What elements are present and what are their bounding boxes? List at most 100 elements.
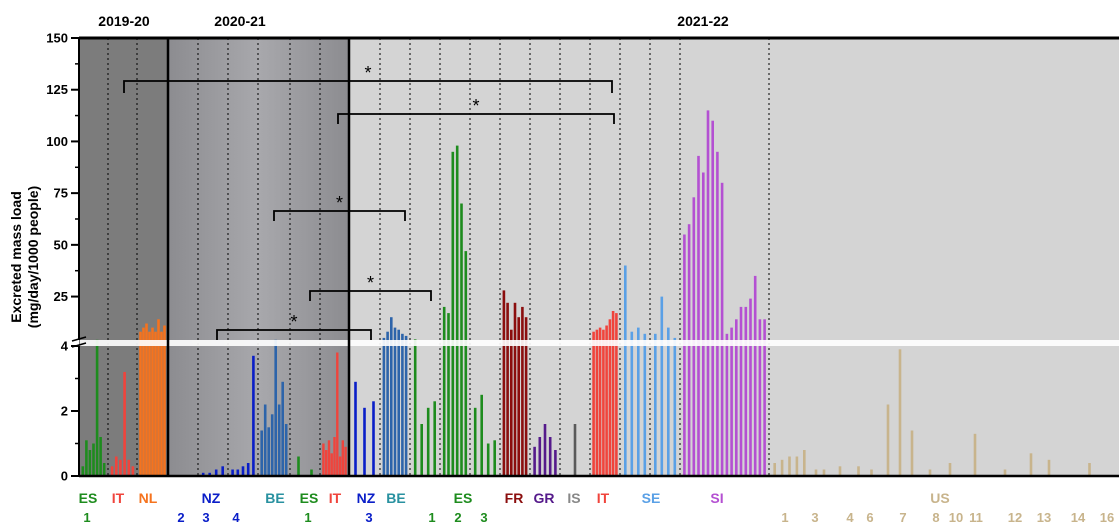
bar (447, 313, 450, 476)
bar (615, 313, 618, 476)
bar (270, 414, 274, 477)
bar (716, 151, 719, 477)
bar (123, 372, 126, 476)
bar (142, 327, 145, 476)
country-label: SE (642, 490, 661, 506)
y-tick-label: 100 (46, 134, 68, 149)
bar (898, 349, 902, 477)
period-bg-2021-22 (349, 38, 1119, 476)
site-number-label: 1 (428, 510, 435, 525)
bar (598, 327, 602, 476)
bar (692, 197, 696, 477)
country-label: NZ (357, 490, 376, 506)
bar (1088, 463, 1091, 476)
axis-break-mark-1 (71, 336, 87, 342)
y-tick-label: 4 (61, 339, 69, 354)
bar (88, 450, 92, 476)
bar (420, 424, 423, 476)
site-number-label: 16 (1100, 510, 1114, 525)
bar (706, 110, 710, 477)
site-number-label: 2 (454, 510, 461, 525)
bar (460, 203, 463, 476)
site-number-label: 2 (177, 510, 184, 525)
site-number-label: 12 (1008, 510, 1022, 525)
country-label: BE (386, 490, 405, 506)
bar (486, 443, 490, 476)
site-number-label: 3 (365, 510, 372, 525)
bar (548, 437, 552, 476)
bar (473, 407, 477, 477)
bar (773, 463, 776, 476)
bar (838, 466, 842, 477)
significance-star: * (367, 273, 374, 293)
country-label: IT (597, 490, 610, 506)
bar (506, 302, 509, 476)
bar (201, 472, 205, 477)
bar (246, 463, 250, 476)
country-label: IT (112, 490, 125, 506)
bar (660, 296, 664, 476)
bar (119, 459, 122, 477)
bar (336, 352, 339, 476)
bar (605, 325, 608, 476)
bar (330, 453, 333, 477)
bar (284, 424, 288, 476)
site-number-label: 8 (932, 510, 939, 525)
country-label: IS (567, 490, 580, 506)
bar (455, 145, 459, 476)
bar (517, 317, 520, 476)
bar (160, 331, 163, 476)
country-label: SI (710, 490, 723, 506)
bar (442, 306, 446, 476)
bar (115, 456, 118, 476)
y-ticks: 25 50 75 100 125 150 0 2 4 (46, 31, 79, 484)
bar (513, 302, 517, 476)
bar (735, 319, 738, 476)
bar (451, 151, 455, 477)
significance-star: * (364, 63, 371, 83)
bar (673, 337, 677, 476)
axis-break-band (80, 340, 1119, 346)
site-number-label: 14 (1071, 510, 1086, 525)
site-number-label: 1 (83, 510, 90, 525)
bar (397, 329, 400, 476)
significance-star: * (472, 96, 479, 116)
y-tick-label: 50 (54, 237, 68, 252)
site-number-label: 6 (866, 510, 873, 525)
bar (208, 472, 211, 477)
site-number-label: 3 (202, 510, 209, 525)
site-number-label: 11 (969, 510, 983, 525)
site-number-label: 3 (480, 510, 487, 525)
country-label: US (930, 490, 949, 506)
bar (433, 401, 436, 477)
bar (390, 317, 393, 476)
y-tick-label: 2 (61, 404, 68, 419)
bar (221, 466, 224, 477)
bar (758, 319, 762, 476)
bar (720, 182, 724, 477)
bar (214, 469, 218, 476)
bar (341, 440, 344, 477)
bar (595, 329, 599, 476)
bar (127, 459, 131, 477)
bar (236, 469, 240, 476)
country-label: FR (505, 490, 524, 506)
y-tick-label: 75 (54, 186, 68, 201)
y-axis-title: Excreted mass load (mg/day/1000 people) (8, 186, 41, 328)
bar (267, 427, 270, 477)
country-label: BE (265, 490, 284, 506)
bar (795, 456, 799, 476)
bar (241, 466, 245, 477)
bars (80, 110, 1119, 477)
bar (139, 331, 142, 476)
bar (95, 339, 99, 476)
period-label: 2021-22 (677, 13, 729, 29)
bar (521, 306, 524, 476)
bar (730, 327, 733, 476)
bar (231, 469, 234, 476)
bar (524, 317, 528, 476)
bar (260, 430, 263, 476)
y-tick-label: 125 (46, 82, 68, 97)
period-label: 2019-20 (98, 13, 150, 29)
bar (973, 433, 977, 477)
